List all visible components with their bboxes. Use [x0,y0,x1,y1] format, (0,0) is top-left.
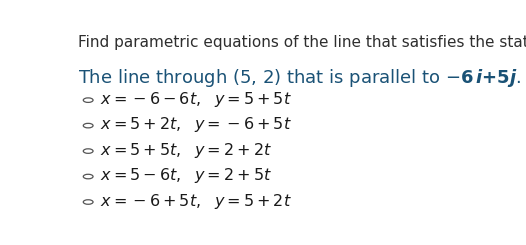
Text: $x = -6-6t,\ \ y = 5+5t$: $x = -6-6t,\ \ y = 5+5t$ [100,90,292,109]
Text: The line through (5, 2) that is parallel to $-\mathbf{6}\,\boldsymbol{i}\mathbf{: The line through (5, 2) that is parallel… [78,67,521,89]
Text: Find parametric equations of the line that satisfies the stated conditions.: Find parametric equations of the line th… [78,35,526,50]
Text: $x = 5+5t,\ \ y = 2+2t$: $x = 5+5t,\ \ y = 2+2t$ [100,141,272,160]
Text: $x = 5-6t,\ \ y = 2+5t$: $x = 5-6t,\ \ y = 2+5t$ [100,166,272,185]
Text: $x = 5+2t,\ \ y = -6+5t$: $x = 5+2t,\ \ y = -6+5t$ [100,115,292,134]
Text: $x = -6+5t,\ \ y = 5+2t$: $x = -6+5t,\ \ y = 5+2t$ [100,192,292,210]
